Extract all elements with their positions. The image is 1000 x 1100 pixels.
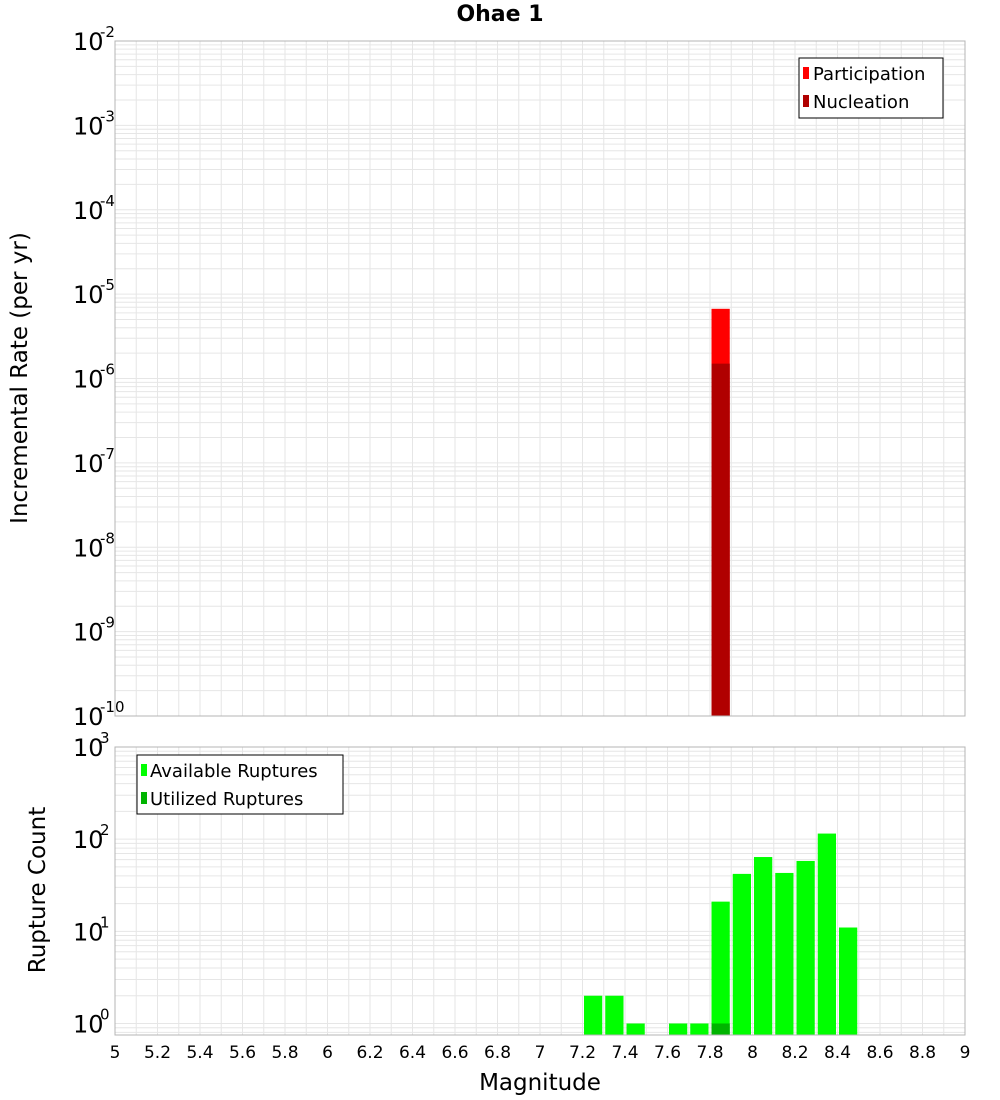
bar-utilized-ruptures xyxy=(711,1023,730,1035)
bar-available-ruptures xyxy=(839,927,858,1035)
x-tick-label: 6.4 xyxy=(399,1043,426,1063)
y-tick-base: 10 xyxy=(73,703,104,731)
x-axis-label: Magnitude xyxy=(479,1070,601,1096)
y-tick-exponent: 1 xyxy=(100,913,110,931)
y-tick-base: 10 xyxy=(73,197,104,225)
y-tick-label: 103 xyxy=(73,729,110,762)
bar-available-ruptures xyxy=(584,995,603,1035)
y-tick-exponent: -7 xyxy=(100,445,115,463)
y-tick-label: 101 xyxy=(73,913,110,946)
x-tick-label: 7.2 xyxy=(569,1043,596,1063)
bar-available-ruptures xyxy=(796,860,815,1035)
bottom-y-axis-label: Rupture Count xyxy=(25,807,51,973)
y-tick-label: 10-4 xyxy=(73,192,115,225)
top-plot-frame xyxy=(114,40,966,717)
legend-label-utilized-ruptures: Utilized Ruptures xyxy=(150,789,303,810)
y-tick-exponent: 0 xyxy=(100,1005,110,1023)
y-tick-base: 10 xyxy=(73,366,104,394)
top-bars xyxy=(711,308,730,716)
top-y-axis-label: Incremental Rate (per yr) xyxy=(7,232,33,524)
y-tick-exponent: -3 xyxy=(100,107,115,125)
x-tick-label: 6.2 xyxy=(356,1043,383,1063)
y-tick-label: 10-3 xyxy=(73,107,115,140)
y-tick-exponent: 3 xyxy=(100,729,110,747)
bar-available-ruptures xyxy=(732,873,751,1035)
bar-nucleation xyxy=(711,363,730,716)
y-tick-label: 10-8 xyxy=(73,529,115,562)
y-tick-exponent: -5 xyxy=(100,276,115,294)
x-tick-label: 9 xyxy=(960,1043,971,1063)
x-tick-label: 5.2 xyxy=(144,1043,171,1063)
y-tick-base: 10 xyxy=(73,619,104,647)
bottom-plot-frame xyxy=(114,746,966,1036)
x-tick-label: 7.6 xyxy=(654,1043,681,1063)
y-tick-base: 10 xyxy=(73,826,104,854)
y-tick-exponent: -10 xyxy=(100,698,125,716)
y-tick-label: 10-2 xyxy=(73,23,115,56)
y-tick-base: 10 xyxy=(73,28,104,56)
x-tick-label: 8.4 xyxy=(824,1043,851,1063)
legend-swatch-nucleation xyxy=(803,95,809,107)
y-tick-label: 100 xyxy=(73,1005,110,1038)
x-tick-label: 5.4 xyxy=(186,1043,213,1063)
x-tick-labels: 5 5.2 5.4 5.6 5.8 6 6.2 6.4 6.6 6.8 7 7.2 7.4 7.6 7.8 8… xyxy=(110,1043,971,1063)
x-tick-label: 8.2 xyxy=(781,1043,808,1063)
x-tick-label: 5 xyxy=(110,1043,121,1063)
x-tick-label: 8.6 xyxy=(866,1043,893,1063)
y-tick-base: 10 xyxy=(73,450,104,478)
bottom-bars xyxy=(584,833,858,1035)
legend-label-nucleation: Nucleation xyxy=(813,92,909,113)
y-tick-base: 10 xyxy=(73,918,104,946)
y-tick-label: 10-10 xyxy=(73,698,125,731)
y-tick-label: 10-6 xyxy=(73,361,115,394)
bar-available-ruptures xyxy=(626,1023,645,1035)
bottom-legend: Available Ruptures Utilized Ruptures xyxy=(136,754,344,815)
legend-swatch-available-ruptures xyxy=(141,764,147,776)
bar-available-ruptures xyxy=(711,901,730,1035)
bar-available-ruptures xyxy=(690,1023,709,1035)
y-tick-base: 10 xyxy=(73,734,104,762)
legend-swatch-utilized-ruptures xyxy=(141,792,147,804)
legend-swatch-participation xyxy=(803,67,809,79)
y-tick-base: 10 xyxy=(73,281,104,309)
x-tick-label: 6.6 xyxy=(441,1043,468,1063)
bar-available-ruptures xyxy=(754,857,773,1035)
y-tick-exponent: -4 xyxy=(100,192,115,210)
y-tick-label: 10-9 xyxy=(73,614,115,647)
legend-label-participation: Participation xyxy=(813,64,925,85)
y-tick-label: 10-5 xyxy=(73,276,115,309)
y-tick-exponent: -6 xyxy=(100,361,115,379)
x-tick-label: 5.8 xyxy=(271,1043,298,1063)
chart-title: Ohae 1 xyxy=(456,2,544,27)
bar-available-ruptures xyxy=(817,833,836,1035)
x-tick-label: 8 xyxy=(747,1043,758,1063)
y-tick-label: 102 xyxy=(73,821,110,854)
y-tick-exponent: -9 xyxy=(100,614,115,632)
y-tick-exponent: -2 xyxy=(100,23,115,41)
bar-available-ruptures xyxy=(669,1023,688,1035)
top-legend: Participation Nucleation xyxy=(798,57,944,119)
x-tick-label: 8.8 xyxy=(909,1043,936,1063)
y-tick-exponent: 2 xyxy=(100,821,110,839)
y-tick-exponent: -8 xyxy=(100,529,115,547)
x-tick-label: 5.6 xyxy=(229,1043,256,1063)
y-tick-base: 10 xyxy=(73,112,104,140)
bar-available-ruptures xyxy=(775,872,794,1035)
y-tick-label: 10-7 xyxy=(73,445,115,478)
bar-available-ruptures xyxy=(605,995,624,1035)
x-tick-label: 7.4 xyxy=(611,1043,638,1063)
top-gridlines xyxy=(114,41,966,717)
x-tick-label: 7.8 xyxy=(696,1043,723,1063)
x-tick-label: 6 xyxy=(322,1043,333,1063)
legend-label-available-ruptures: Available Ruptures xyxy=(150,761,318,782)
x-tick-label: 7 xyxy=(535,1043,546,1063)
y-tick-base: 10 xyxy=(73,534,104,562)
y-tick-base: 10 xyxy=(73,1010,104,1038)
x-tick-label: 6.8 xyxy=(484,1043,511,1063)
